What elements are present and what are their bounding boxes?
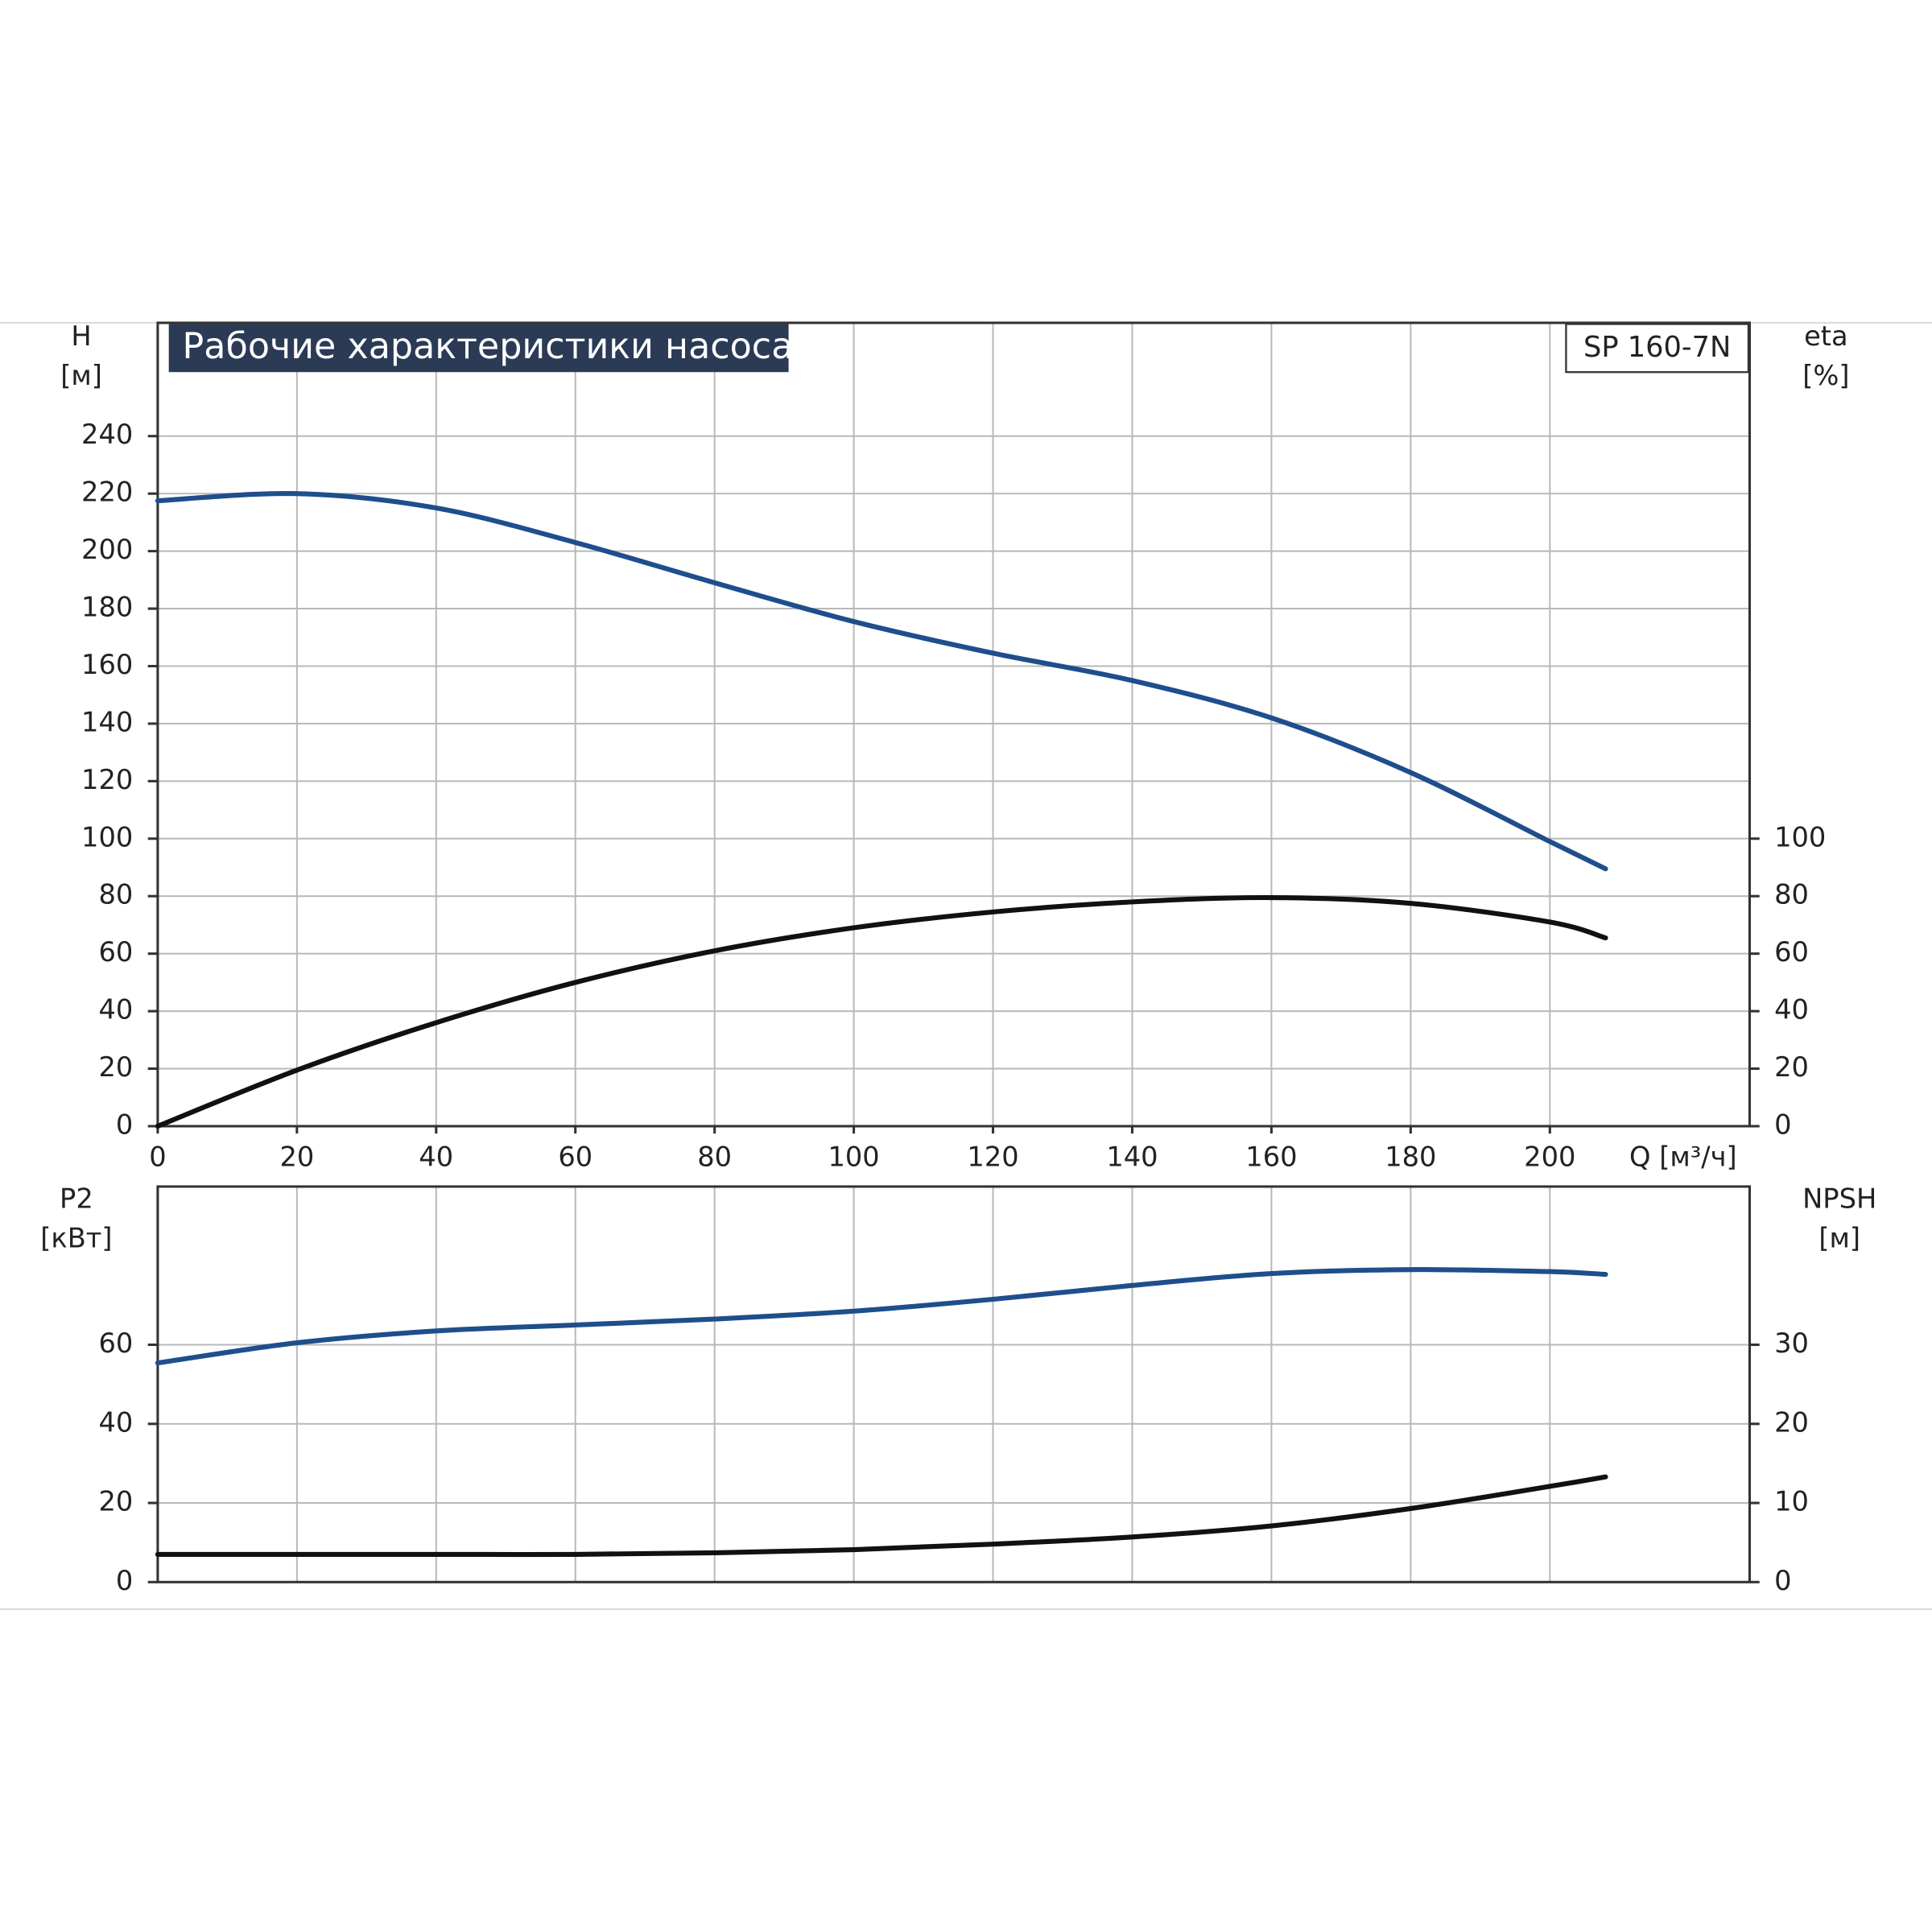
y-tick-label: 240 bbox=[81, 419, 133, 450]
x-tick-label: 180 bbox=[1385, 1141, 1436, 1172]
y-tick-label: 200 bbox=[81, 534, 133, 565]
x-tick-label: 60 bbox=[558, 1141, 592, 1172]
title-box bbox=[168, 324, 789, 373]
x-tick-label: 200 bbox=[1524, 1141, 1575, 1172]
annotation-box bbox=[1565, 323, 1750, 374]
curve bbox=[155, 894, 1608, 1129]
y-tick-label: 140 bbox=[81, 706, 133, 737]
x-tick-label: 80 bbox=[697, 1141, 732, 1172]
y-tick-label: 220 bbox=[81, 477, 133, 508]
y-unit: [м] bbox=[60, 360, 102, 391]
y2-label: NPSH bbox=[1802, 1183, 1876, 1214]
chart-title: Рабочие характеристики насоса bbox=[183, 326, 794, 367]
x-tick-label: 160 bbox=[1245, 1141, 1297, 1172]
y2-label: eta bbox=[1804, 320, 1848, 352]
y-tick-label: 20 bbox=[98, 1486, 133, 1517]
y2-tick-label: 20 bbox=[1774, 1051, 1809, 1083]
annotation: SP 160-7N bbox=[1583, 331, 1731, 364]
y2-tick-label: 30 bbox=[1774, 1327, 1809, 1359]
y-tick-label: 120 bbox=[81, 764, 133, 795]
x-tick-label: 20 bbox=[279, 1141, 314, 1172]
y-tick-label: 80 bbox=[98, 879, 133, 910]
y2-tick-label: 0 bbox=[1774, 1108, 1791, 1140]
y-tick-label: 0 bbox=[116, 1565, 133, 1596]
y-tick-label: 60 bbox=[98, 1327, 133, 1359]
x-tick-label: 100 bbox=[828, 1141, 879, 1172]
y-tick-label: 0 bbox=[116, 1108, 133, 1140]
y-tick-label: 180 bbox=[81, 592, 133, 623]
y2-tick-label: 80 bbox=[1774, 879, 1809, 910]
y-tick-label: 20 bbox=[98, 1051, 133, 1083]
y2-tick-label: 0 bbox=[1774, 1565, 1791, 1596]
y2-tick-label: 20 bbox=[1774, 1406, 1809, 1438]
y2-unit: [м] bbox=[1818, 1222, 1860, 1253]
curve bbox=[155, 1474, 1608, 1558]
plot-frame bbox=[156, 1185, 1751, 1583]
plot-frame bbox=[156, 321, 1751, 1128]
y-tick-label: 100 bbox=[81, 821, 133, 852]
x-tick-label: 140 bbox=[1106, 1141, 1158, 1172]
y-tick-label: 40 bbox=[98, 1406, 133, 1438]
y-label: P2 bbox=[60, 1183, 93, 1214]
curve bbox=[155, 490, 1608, 872]
curves bbox=[155, 490, 1608, 1558]
curve bbox=[155, 1267, 1608, 1366]
y-label: H bbox=[71, 320, 91, 352]
y2-unit: [%] bbox=[1802, 360, 1849, 391]
x-label: Q [м³/ч] bbox=[1629, 1141, 1737, 1172]
y2-tick-label: 100 bbox=[1774, 821, 1826, 852]
x-tick-label: 40 bbox=[419, 1141, 453, 1172]
y-tick-label: 60 bbox=[98, 936, 133, 968]
grid: 0 20 40 60 80 100 120 140 160 180 2000204060801001… bbox=[81, 321, 1826, 1596]
x-tick-label: 120 bbox=[967, 1141, 1018, 1172]
y-unit: [кВт] bbox=[40, 1222, 112, 1253]
y-tick-label: 40 bbox=[98, 994, 133, 1026]
y2-tick-label: 60 bbox=[1774, 936, 1809, 968]
y2-tick-label: 10 bbox=[1774, 1486, 1809, 1517]
x-tick-label: 0 bbox=[149, 1141, 166, 1172]
y2-tick-label: 40 bbox=[1774, 994, 1809, 1026]
y-tick-label: 160 bbox=[81, 649, 133, 680]
